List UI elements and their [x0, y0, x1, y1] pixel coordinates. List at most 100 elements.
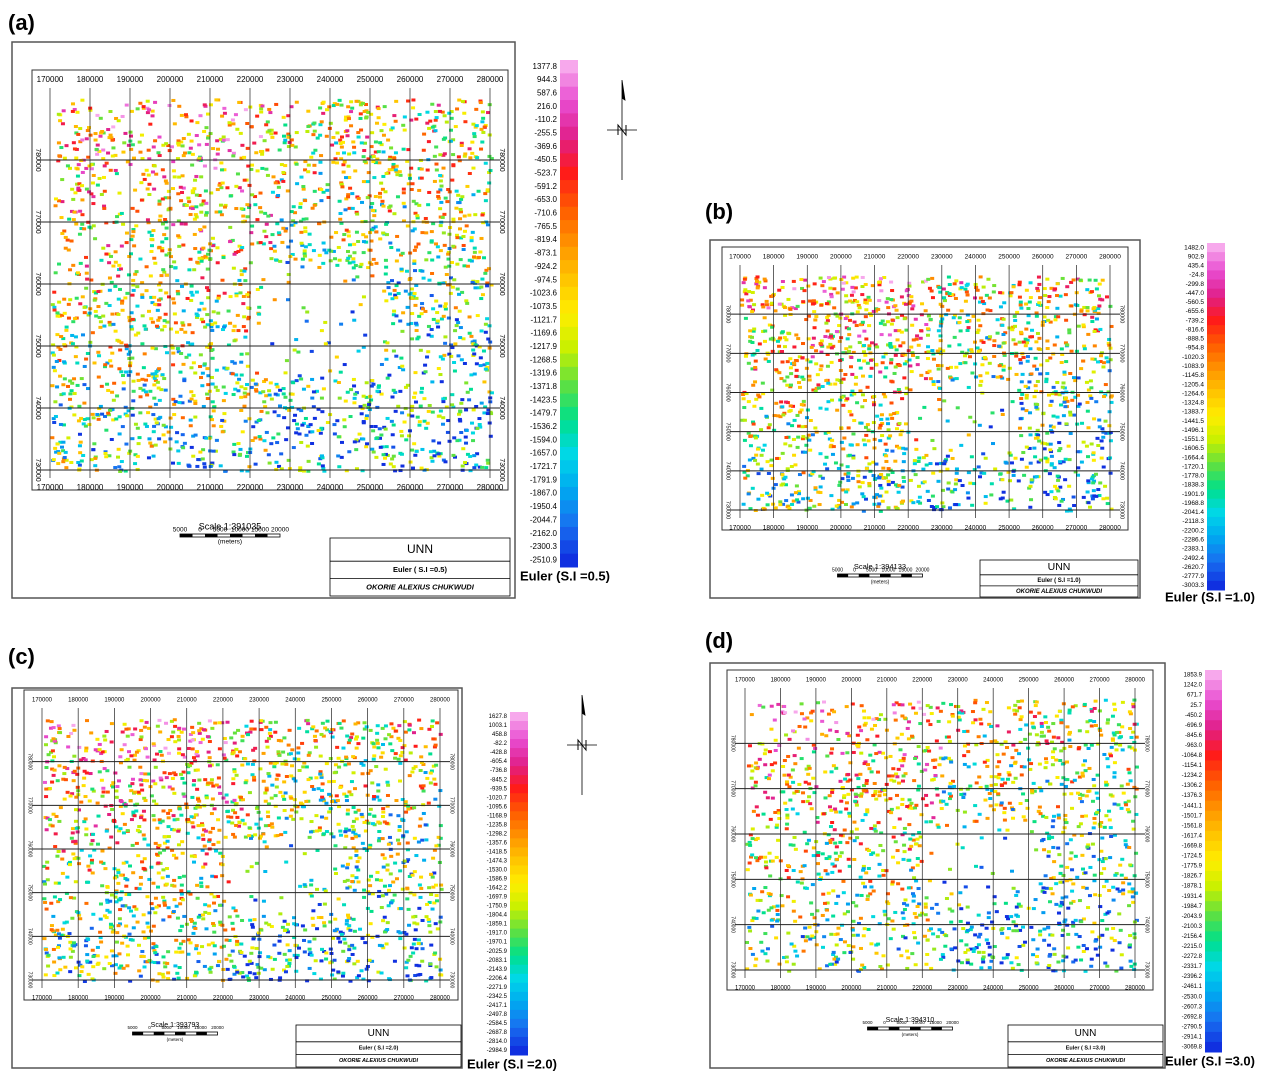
euler-point — [806, 408, 810, 411]
euler-point — [440, 380, 444, 383]
euler-point — [379, 446, 383, 449]
euler-point — [432, 318, 436, 321]
euler-point — [175, 431, 179, 434]
euler-point — [855, 276, 859, 279]
euler-point — [936, 364, 940, 367]
euler-point — [835, 409, 839, 412]
euler-point — [283, 123, 287, 126]
euler-point — [265, 223, 269, 226]
euler-point — [1082, 496, 1086, 499]
euler-point — [187, 133, 191, 136]
euler-point — [1046, 347, 1050, 350]
euler-point — [419, 391, 423, 394]
euler-point — [954, 279, 958, 282]
euler-point — [346, 250, 350, 253]
euler-point — [157, 437, 161, 440]
euler-point — [162, 424, 166, 427]
euler-point — [262, 439, 266, 442]
euler-point — [374, 765, 378, 768]
euler-point — [966, 497, 970, 500]
euler-point — [176, 292, 180, 295]
euler-point — [996, 332, 1000, 335]
euler-point — [1053, 287, 1057, 290]
euler-point — [1002, 369, 1006, 372]
euler-point — [251, 439, 255, 442]
euler-point — [846, 337, 850, 340]
euler-point — [260, 410, 264, 413]
euler-point — [460, 358, 464, 361]
euler-point — [867, 344, 871, 347]
euler-point — [372, 451, 376, 454]
euler-point — [99, 259, 103, 262]
euler-point — [1053, 496, 1057, 499]
euler-point — [339, 323, 343, 326]
euler-point — [316, 137, 320, 140]
euler-point — [240, 374, 244, 377]
euler-point — [241, 430, 245, 433]
euler-point — [164, 722, 168, 725]
euler-point — [293, 349, 297, 352]
euler-point — [231, 122, 235, 125]
scale-units: (meters) — [218, 539, 242, 546]
euler-point — [484, 331, 488, 334]
euler-point — [282, 416, 286, 419]
euler-point — [81, 333, 85, 336]
euler-point — [312, 249, 316, 252]
euler-point — [370, 781, 374, 784]
euler-point — [782, 379, 786, 382]
euler-point — [935, 505, 939, 508]
euler-point — [848, 299, 852, 302]
euler-point — [397, 829, 401, 832]
euler-point — [459, 326, 463, 329]
euler-point — [823, 290, 827, 293]
euler-point — [459, 198, 463, 201]
euler-point — [150, 234, 154, 237]
euler-point — [853, 321, 857, 324]
euler-point — [172, 403, 176, 406]
euler-point — [807, 375, 811, 378]
euler-point — [138, 436, 142, 439]
euler-point — [896, 316, 900, 319]
euler-point — [91, 413, 95, 416]
euler-point — [164, 237, 168, 240]
euler-point — [260, 728, 264, 731]
euler-point — [409, 955, 413, 958]
euler-point — [973, 296, 977, 299]
euler-point — [1028, 347, 1032, 350]
euler-point — [231, 928, 235, 931]
euler-point — [427, 279, 431, 282]
euler-point — [813, 318, 817, 321]
colorbar-cell — [560, 247, 578, 261]
euler-point — [195, 216, 199, 219]
euler-point — [144, 328, 148, 331]
euler-point — [807, 439, 811, 442]
euler-point — [442, 167, 446, 170]
euler-point — [353, 440, 357, 443]
euler-point — [371, 160, 375, 163]
euler-point — [358, 117, 362, 120]
euler-point — [364, 235, 368, 238]
euler-point — [960, 286, 964, 289]
euler-point — [109, 836, 113, 839]
colorbar-cell — [560, 500, 578, 514]
euler-point — [970, 455, 974, 458]
euler-point — [267, 389, 271, 392]
euler-point — [857, 359, 861, 362]
euler-point — [1009, 499, 1013, 502]
panel-label: (b) — [705, 199, 733, 224]
euler-point — [790, 424, 794, 427]
euler-point — [465, 185, 469, 188]
euler-point — [922, 406, 926, 409]
euler-point — [390, 279, 394, 282]
euler-point — [154, 403, 158, 406]
euler-point — [1108, 410, 1112, 413]
euler-point — [1067, 445, 1071, 448]
euler-point — [892, 412, 896, 415]
euler-point — [384, 266, 388, 269]
euler-point — [177, 462, 181, 465]
euler-point — [771, 294, 775, 297]
euler-point — [767, 360, 771, 363]
euler-point — [192, 861, 196, 864]
euler-point — [407, 924, 411, 927]
euler-point — [778, 303, 782, 306]
